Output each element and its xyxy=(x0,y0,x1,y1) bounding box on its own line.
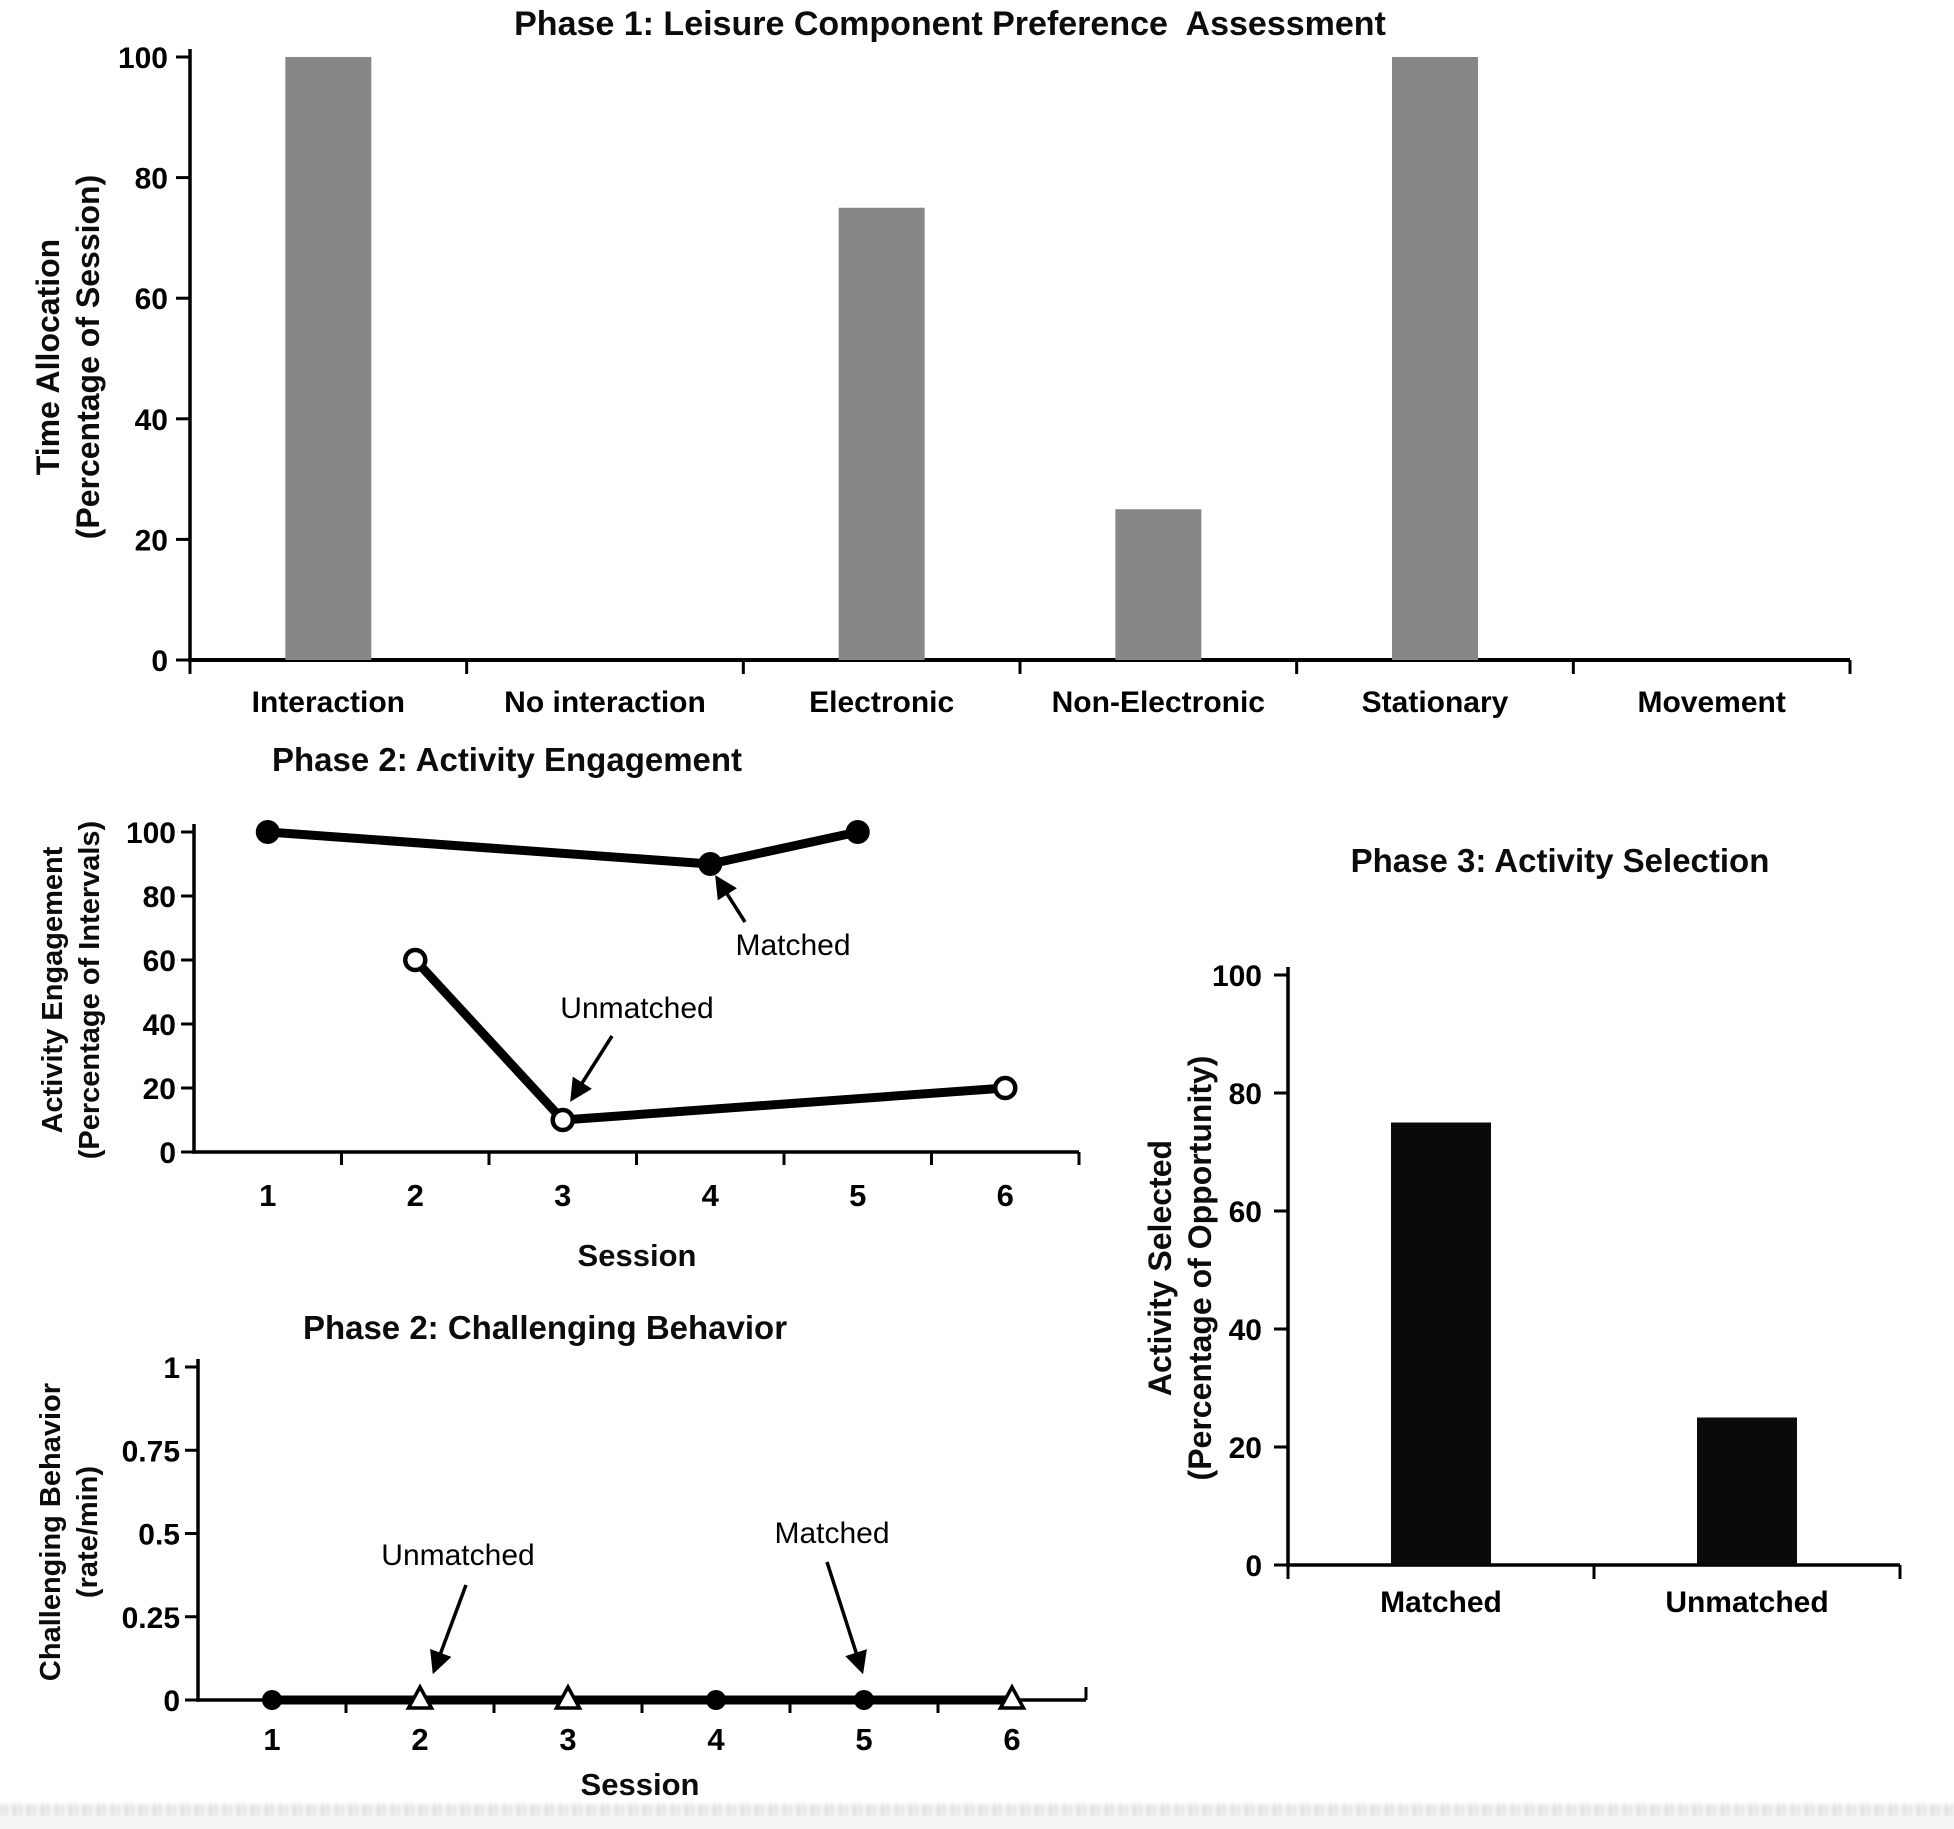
y-tick-label: 80 xyxy=(135,163,168,196)
annotation-label: Matched xyxy=(735,929,850,962)
phase2-behavior-y-axis-title-line2: (rate/min) xyxy=(72,1465,104,1599)
annotation-arrow xyxy=(715,875,747,923)
y-tick-label: 40 xyxy=(1229,1314,1262,1347)
phase3-y-axis-title: Activity Selected (Percentage of Opportu… xyxy=(1140,948,1220,1588)
data-point-marker xyxy=(997,1683,1027,1710)
category-label: Electronic xyxy=(809,686,954,719)
y-tick-label: 60 xyxy=(135,283,168,316)
category-label: Movement xyxy=(1637,686,1785,719)
y-tick-label: 40 xyxy=(143,1009,176,1042)
y-tick-label: 60 xyxy=(1229,1196,1262,1229)
y-tick-label: 0.25 xyxy=(122,1602,180,1635)
y-tick-label: 0 xyxy=(151,645,168,678)
data-point-marker xyxy=(550,1107,575,1133)
annotation-label: Unmatched xyxy=(381,1539,534,1572)
session-label: 3 xyxy=(554,1178,571,1213)
annotation-label: Unmatched xyxy=(560,992,713,1025)
session-label: 5 xyxy=(849,1178,866,1213)
y-tick-label: 80 xyxy=(143,881,176,914)
y-tick-label: 0 xyxy=(159,1137,176,1170)
series-line xyxy=(263,827,863,869)
phase2-engagement-y-axis-title: Activity Engagement (Percentage of Inter… xyxy=(35,730,109,1250)
phase2-behavior-x-axis-title: Session xyxy=(580,1767,700,1802)
category-label: Matched xyxy=(1380,1586,1502,1619)
y-tick-label: 20 xyxy=(1229,1432,1262,1465)
phase1-y-axis-title: Time Allocation (Percentage of Session) xyxy=(28,52,108,662)
y-tick-label: 20 xyxy=(135,524,168,557)
y-tick-label: 60 xyxy=(143,945,176,978)
session-label: 6 xyxy=(1003,1722,1020,1757)
phase2-engagement-x-axis-title: Session xyxy=(577,1238,697,1273)
data-point-marker xyxy=(255,820,280,844)
y-tick-label: 100 xyxy=(126,817,176,850)
session-label: 5 xyxy=(855,1722,872,1757)
data-point-marker xyxy=(698,852,723,876)
phase3-y-axis-title-line1: Activity Selected xyxy=(1142,1139,1178,1397)
y-tick-label: 0.75 xyxy=(122,1435,180,1468)
bottom-artifact-fade xyxy=(0,1816,1954,1829)
data-point-marker xyxy=(845,820,870,844)
phase2-engagement-title: Phase 2: Activity Engagement xyxy=(271,741,743,778)
annotation-arrow xyxy=(570,1035,614,1102)
category-label: Unmatched xyxy=(1665,1586,1828,1619)
bar xyxy=(1392,57,1478,660)
bar xyxy=(285,57,372,660)
category-label: Non-Electronic xyxy=(1052,686,1265,719)
session-label: 3 xyxy=(559,1722,576,1757)
category-label: Stationary xyxy=(1362,686,1509,719)
data-point-marker xyxy=(553,1683,583,1710)
data-point-marker xyxy=(854,1690,874,1710)
bar xyxy=(1391,1122,1491,1565)
y-tick-label: 80 xyxy=(1229,1078,1262,1111)
phase3-y-axis-title-line2: (Percentage of Opportunity) xyxy=(1182,1055,1218,1481)
phase3-plot: 0 20 40 60 80 100 Matched Unmatched xyxy=(1212,960,1902,1619)
y-tick-label: 20 xyxy=(143,1073,176,1106)
data-point-marker xyxy=(405,1683,435,1710)
phase1-plot: 0 20 40 60 80 100 Interaction No interaction Ele… xyxy=(118,42,1852,719)
bar xyxy=(1115,509,1202,660)
category-label: Interaction xyxy=(252,686,405,719)
phase2-behavior-y-axis-title: Challenging Behavior (rate/min) xyxy=(33,1302,107,1762)
phase2-engagement-y-axis-title-line1: Activity Engagement xyxy=(37,846,69,1134)
session-label: 1 xyxy=(263,1722,280,1757)
data-point-marker xyxy=(993,1075,1018,1101)
phase2-behavior-y-axis-title-line1: Challenging Behavior xyxy=(35,1382,67,1682)
y-tick-label: 1 xyxy=(163,1352,180,1385)
category-label: No interaction xyxy=(504,686,706,719)
y-tick-label: 0.5 xyxy=(138,1519,180,1552)
bar xyxy=(1697,1417,1797,1565)
data-point-marker xyxy=(706,1690,726,1710)
y-tick-label: 100 xyxy=(118,42,168,75)
y-tick-label: 0 xyxy=(163,1685,180,1718)
bottom-artifact-strip xyxy=(0,1804,1954,1817)
session-label: 1 xyxy=(259,1178,276,1213)
data-point-marker xyxy=(262,1690,282,1710)
phase1-y-axis-title-line2: (Percentage of Session) xyxy=(70,174,106,540)
phase3-title: Phase 3: Activity Selection xyxy=(1350,842,1770,879)
session-label: 4 xyxy=(707,1722,725,1757)
session-label: 2 xyxy=(407,1178,424,1213)
y-tick-label: 0 xyxy=(1245,1550,1262,1583)
annotation-label: Matched xyxy=(774,1517,889,1550)
session-label: 4 xyxy=(702,1178,720,1213)
annotation-arrow xyxy=(825,1561,867,1675)
session-label: 6 xyxy=(997,1178,1014,1213)
phase1-y-axis-title-line1: Time Allocation xyxy=(30,238,66,476)
series-line xyxy=(410,955,1010,1125)
phase2-engagement-plot: 0 20 40 60 80 100 1 2 3 4 5 6 Matched Unmatched xyxy=(126,817,1081,1213)
data-point-marker xyxy=(403,947,428,973)
annotation-arrow xyxy=(430,1584,468,1675)
phase2-behavior-title: Phase 2: Challenging Behavior xyxy=(302,1309,788,1346)
phase1-title: Phase 1: Leisure Component Preference As… xyxy=(514,5,1386,43)
bar xyxy=(838,207,925,660)
y-tick-label: 40 xyxy=(135,404,168,437)
phase2-engagement-y-axis-title-line2: (Percentage of Intervals) xyxy=(74,820,106,1160)
session-label: 2 xyxy=(411,1722,428,1757)
phase2-behavior-plot: 0 0.25 0.5 0.75 1 1 2 3 4 5 6 Unmatched Matched xyxy=(122,1352,1088,1757)
y-tick-label: 100 xyxy=(1212,960,1262,993)
